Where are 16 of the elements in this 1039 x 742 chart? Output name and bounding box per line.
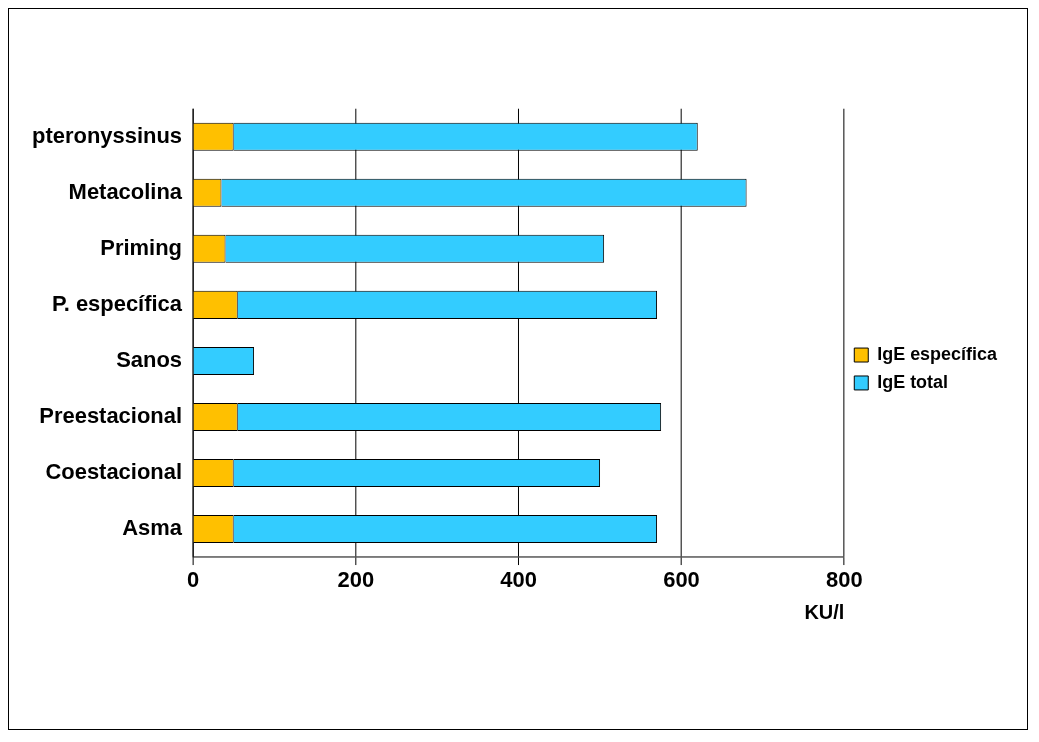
x-tick-label: 0 — [186, 567, 200, 593]
y-tick-label: pteronyssinus — [32, 122, 183, 148]
x-tick-label: 400 — [500, 567, 537, 593]
legend-label: IgE específica — [877, 344, 998, 364]
y-tick-label: Priming — [100, 234, 183, 260]
x-axis-title: KU/l — [804, 600, 845, 623]
y-tick-label: Asma — [122, 515, 183, 541]
y-tick-label: Coestacional — [45, 459, 183, 485]
y-tick-label: Metacolina — [68, 178, 183, 204]
x-tick-label: 600 — [663, 567, 700, 593]
x-tick-label: 200 — [337, 567, 375, 593]
y-tick-label: Preestacional — [39, 403, 183, 429]
legend-label: IgE total — [877, 371, 949, 392]
y-tick-label: P. específica — [51, 290, 183, 316]
y-tick-label: Sanos — [116, 346, 183, 372]
x-tick-label: 800 — [825, 567, 863, 593]
